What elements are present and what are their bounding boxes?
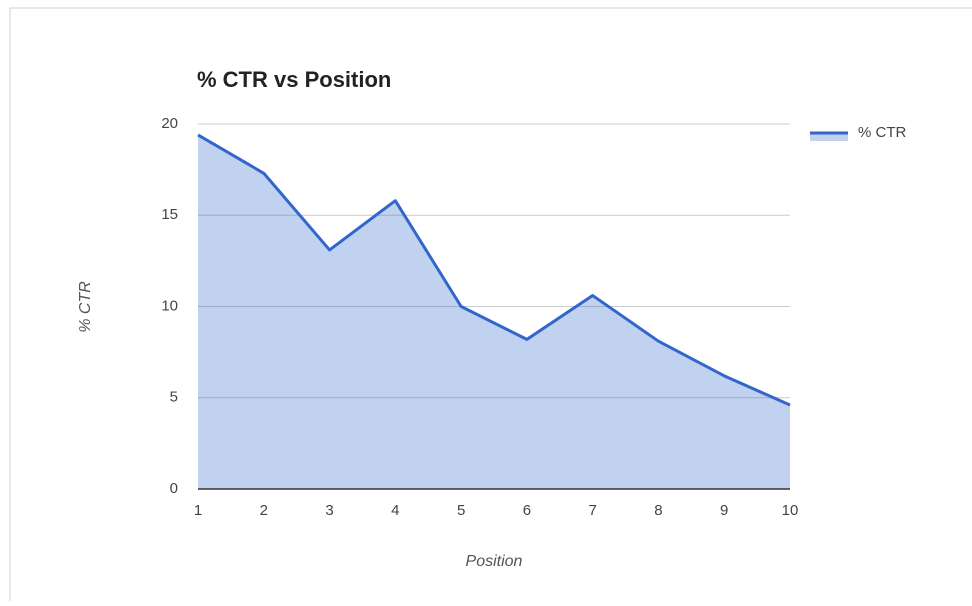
x-tick-label: 3 — [325, 502, 333, 519]
area — [198, 134, 790, 489]
y-tick-label: 20 — [161, 115, 178, 132]
x-tick-label: 2 — [260, 502, 268, 519]
legend-label: % CTR — [858, 124, 907, 141]
y-tick-label: 15 — [161, 206, 178, 223]
y-tick-label: 0 — [170, 480, 178, 497]
x-tick-label: 9 — [720, 502, 728, 519]
x-axis-title: Position — [466, 553, 523, 570]
y-tick-label: 10 — [161, 297, 178, 314]
x-tick-label: 8 — [654, 502, 662, 519]
legend-swatch — [810, 133, 848, 141]
x-tick-label: 4 — [391, 502, 399, 519]
line — [197, 133, 791, 407]
x-tick-label: 1 — [194, 502, 202, 519]
y-tick-label: 5 — [170, 389, 178, 406]
chart-frame — [9, 7, 972, 606]
y-axis-title: % CTR — [77, 281, 94, 333]
x-tick-label: 5 — [457, 502, 465, 519]
x-tick-label: 7 — [588, 502, 596, 519]
x-tick-label: 6 — [523, 502, 531, 519]
chart-title: % CTR vs Position — [197, 67, 391, 92]
x-tick-label: 10 — [782, 502, 799, 519]
